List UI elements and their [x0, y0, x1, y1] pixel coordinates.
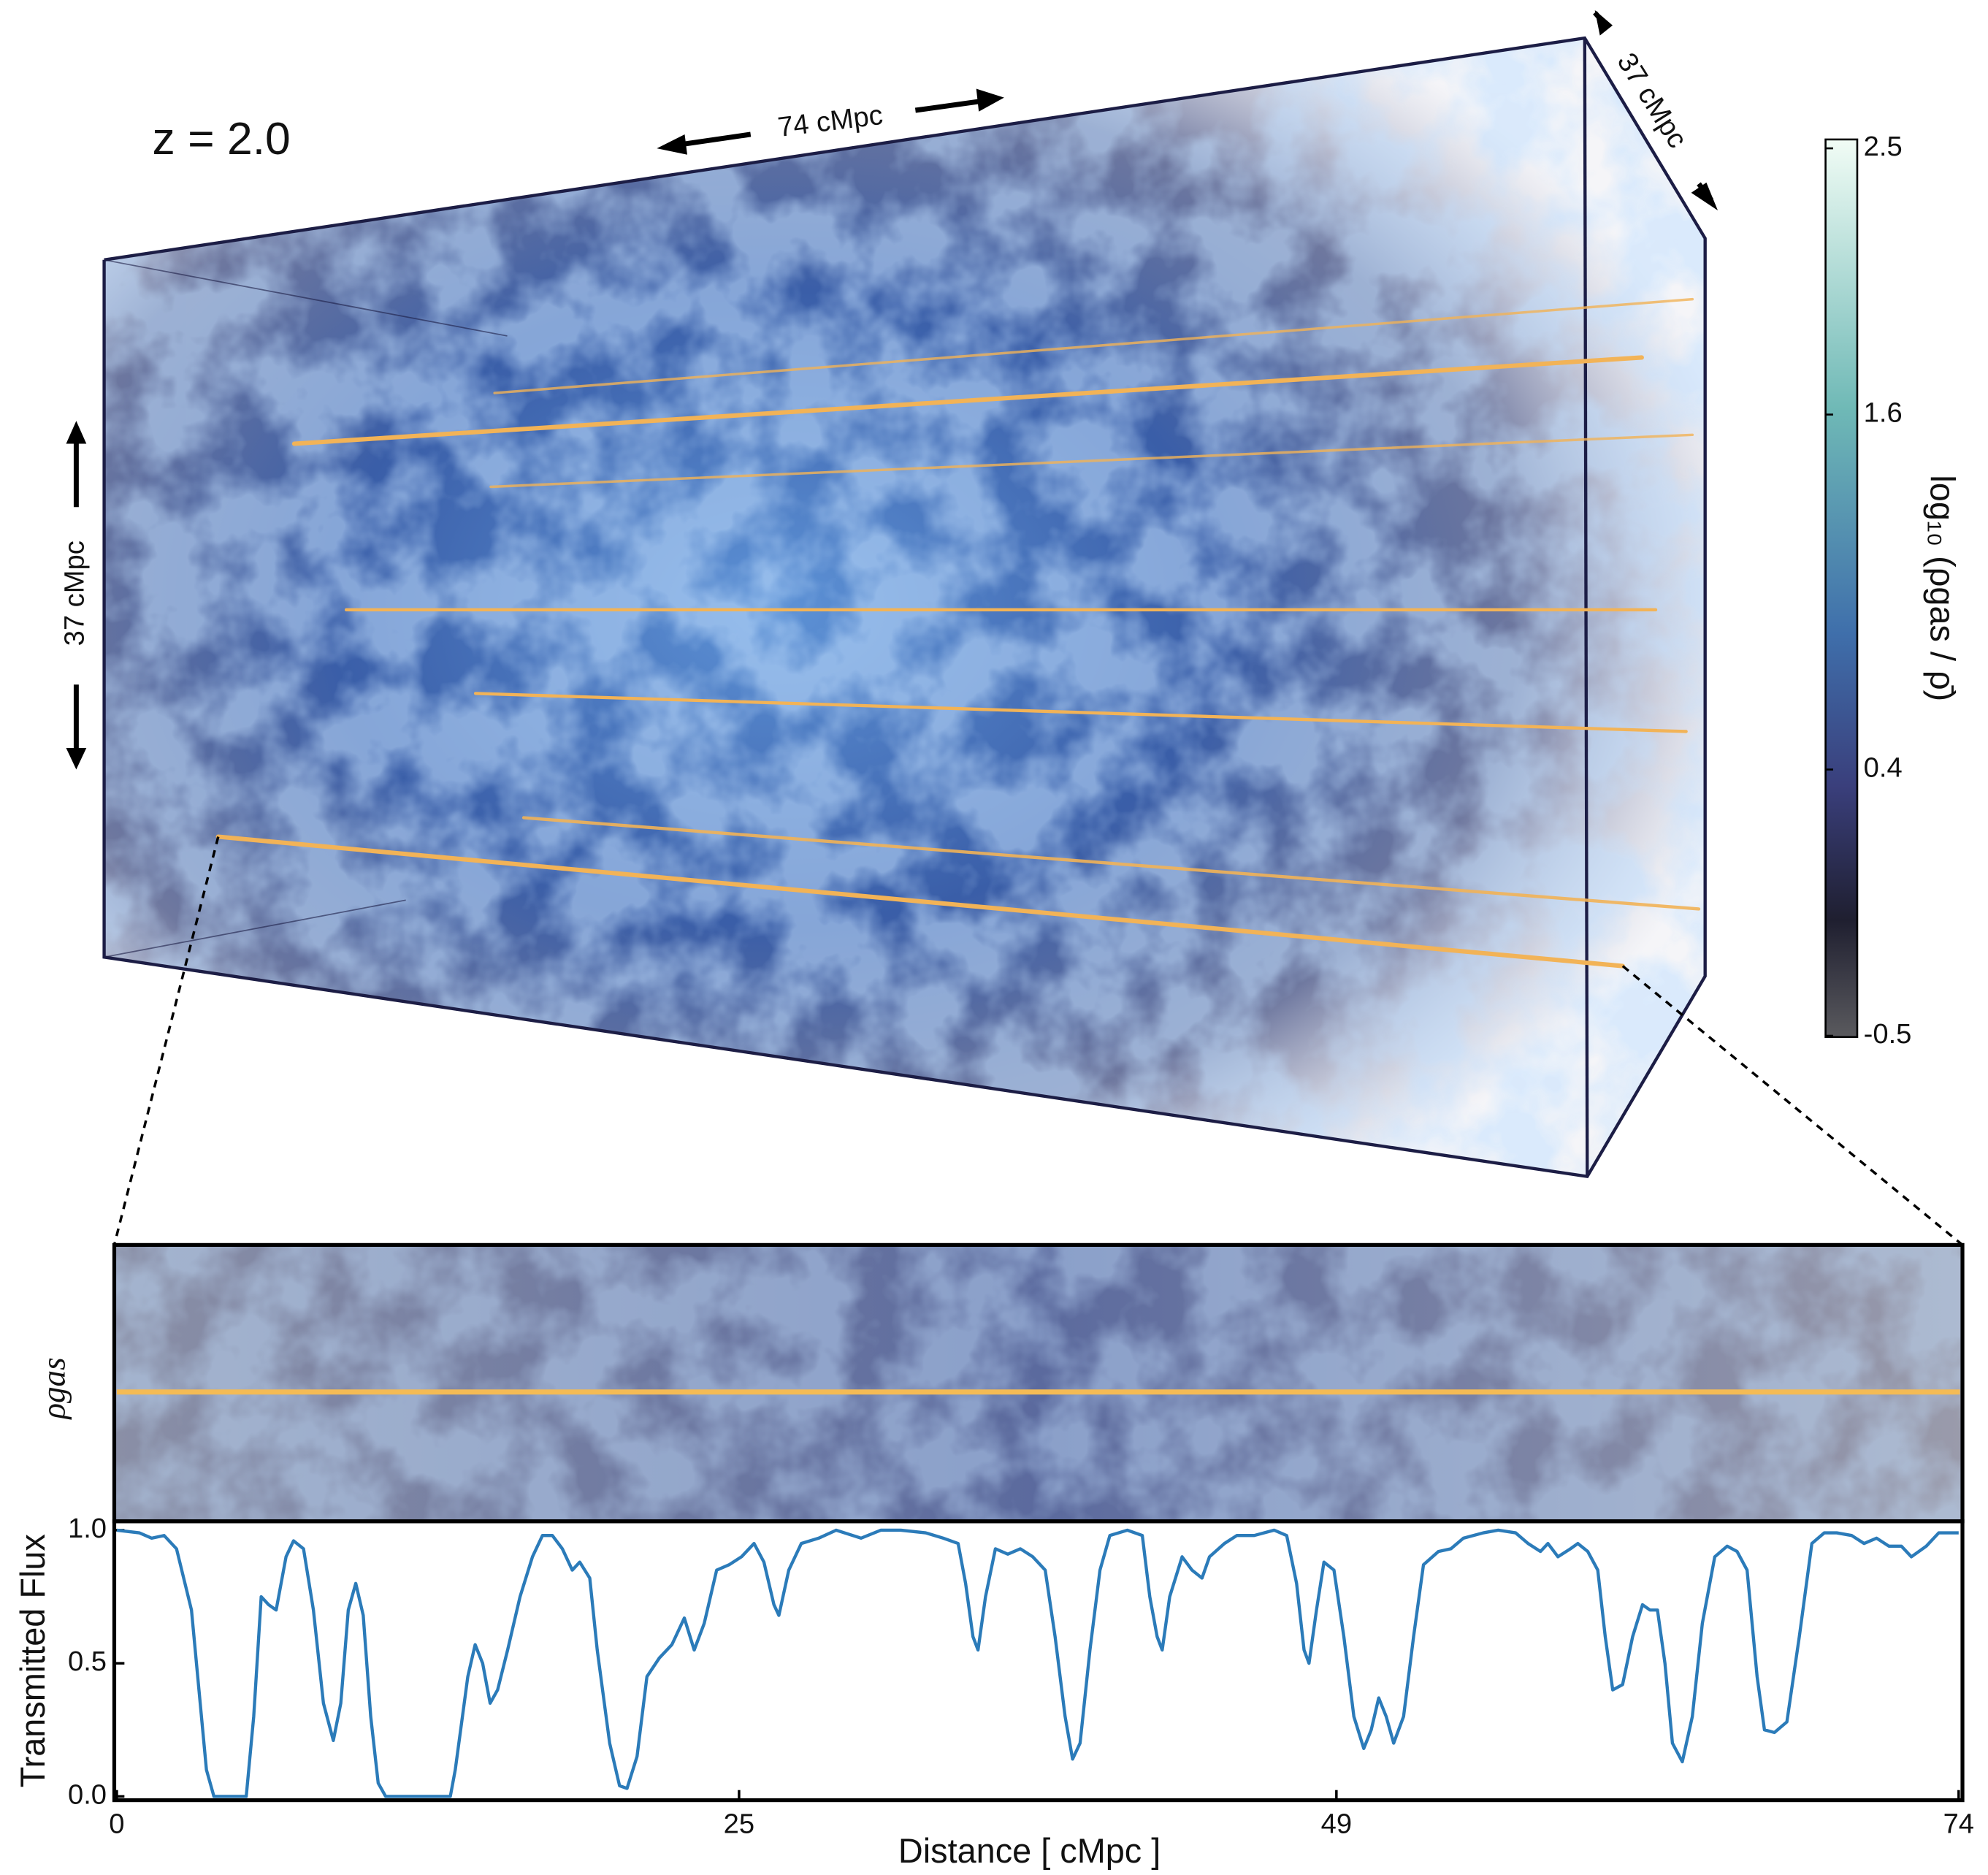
dimension-arrows — [66, 9, 1719, 770]
x-tick-label: 0 — [109, 1808, 124, 1839]
colorbar-tick-label: 0.4 — [1864, 752, 1903, 784]
sightlines — [215, 297, 1701, 969]
x-tick-label: 49 — [1321, 1808, 1352, 1839]
x-tick-label: 25 — [724, 1808, 754, 1839]
zoom-lines — [112, 836, 1964, 1246]
redshift-label: z = 2.0 — [153, 113, 291, 164]
colorbar-tick-label: -0.5 — [1864, 1018, 1912, 1050]
plot-frame — [112, 1519, 1965, 1803]
colorbar-label: log₁₀ (ρgas / ρ̄) — [1923, 475, 1961, 701]
y-tick-label: 0.0 — [68, 1779, 107, 1810]
y-axis-label: Transmitted Flux — [14, 1534, 52, 1787]
length-label: 74 cMpc — [776, 99, 884, 143]
y-tick-label: 1.0 — [68, 1513, 107, 1544]
colorbar-tick-label: 1.6 — [1864, 397, 1903, 429]
colorbar-tick-label: 2.5 — [1864, 131, 1903, 162]
colorbar — [1824, 138, 1859, 1039]
flux-line — [116, 1528, 1959, 1798]
x-tick-label: 74 — [1943, 1808, 1974, 1839]
volume-render — [102, 36, 1707, 1179]
x-axis-label: Distance [ cMpc ] — [898, 1832, 1161, 1870]
panel-label: ρgas — [36, 1357, 72, 1420]
slice-panel — [112, 1242, 1965, 1524]
height-label: 37 cMpc — [58, 541, 90, 646]
y-tick-label: 0.5 — [68, 1646, 107, 1677]
